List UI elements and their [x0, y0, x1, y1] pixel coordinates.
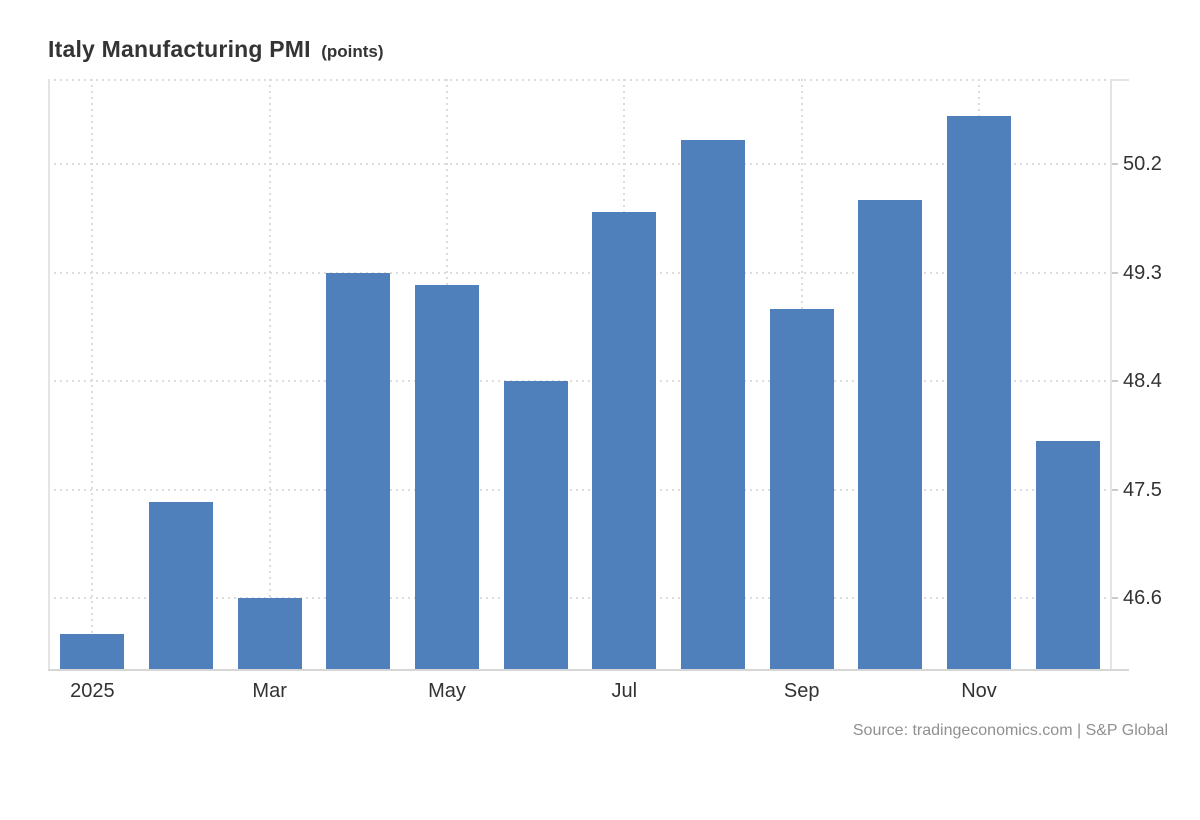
y-axis-label: 49.3	[1123, 261, 1162, 284]
chart-title-units: (points)	[321, 42, 384, 61]
y-axis-label: 46.6	[1123, 587, 1162, 610]
bar-mar-2025[interactable]	[237, 598, 302, 670]
y-axis-tick	[1110, 271, 1118, 274]
source-attribution: Source: tradingeconomics.com | S&P Globa…	[852, 722, 1168, 739]
y-axis-tick	[1110, 163, 1118, 166]
y-gridline	[48, 597, 1112, 600]
plot-top-border	[48, 79, 1112, 81]
y-axis-tick	[1110, 597, 1118, 600]
y-gridline	[48, 271, 1112, 274]
bar-apr-2025[interactable]	[326, 272, 391, 670]
x-gridline	[268, 79, 271, 670]
x-axis-label: Nov	[961, 680, 997, 702]
y-axis-label: 47.5	[1123, 478, 1162, 501]
chart-title: Italy Manufacturing PMI (points)	[48, 36, 384, 63]
x-gridline	[91, 79, 94, 670]
y-gridline	[48, 380, 1112, 383]
bar-aug-2025[interactable]	[681, 139, 745, 670]
bar-jul-2025[interactable]	[592, 212, 657, 670]
bar-may-2025[interactable]	[415, 284, 479, 670]
plot-left-border	[48, 79, 50, 670]
x-axis-line	[48, 669, 1129, 671]
y-gridline	[48, 488, 1112, 491]
y-axis-line	[1110, 79, 1112, 670]
chart-title-text: Italy Manufacturing PMI	[48, 36, 311, 62]
bar-oct-2025[interactable]	[858, 200, 923, 670]
bar-feb-2025[interactable]	[149, 501, 213, 670]
y-axis-tick	[1110, 380, 1118, 383]
x-axis-label: 2025	[70, 680, 115, 702]
y-axis-tick	[1110, 488, 1118, 491]
bar-dec-2025[interactable]	[1035, 441, 1100, 670]
y-axis-label: 48.4	[1123, 370, 1162, 393]
x-axis-label: Mar	[252, 680, 287, 702]
bar-jun-2025[interactable]	[503, 381, 568, 670]
x-axis-label: May	[428, 680, 466, 702]
y-axis-top-cap	[1110, 79, 1129, 81]
x-axis-label: Sep	[783, 680, 820, 702]
bar-jan-2025[interactable]	[60, 634, 125, 670]
x-axis-label: Jul	[611, 680, 638, 702]
y-axis-label: 50.2	[1123, 153, 1162, 176]
bar-sep-2025[interactable]	[769, 308, 834, 670]
bar-nov-2025[interactable]	[947, 115, 1011, 670]
y-gridline	[48, 163, 1112, 166]
